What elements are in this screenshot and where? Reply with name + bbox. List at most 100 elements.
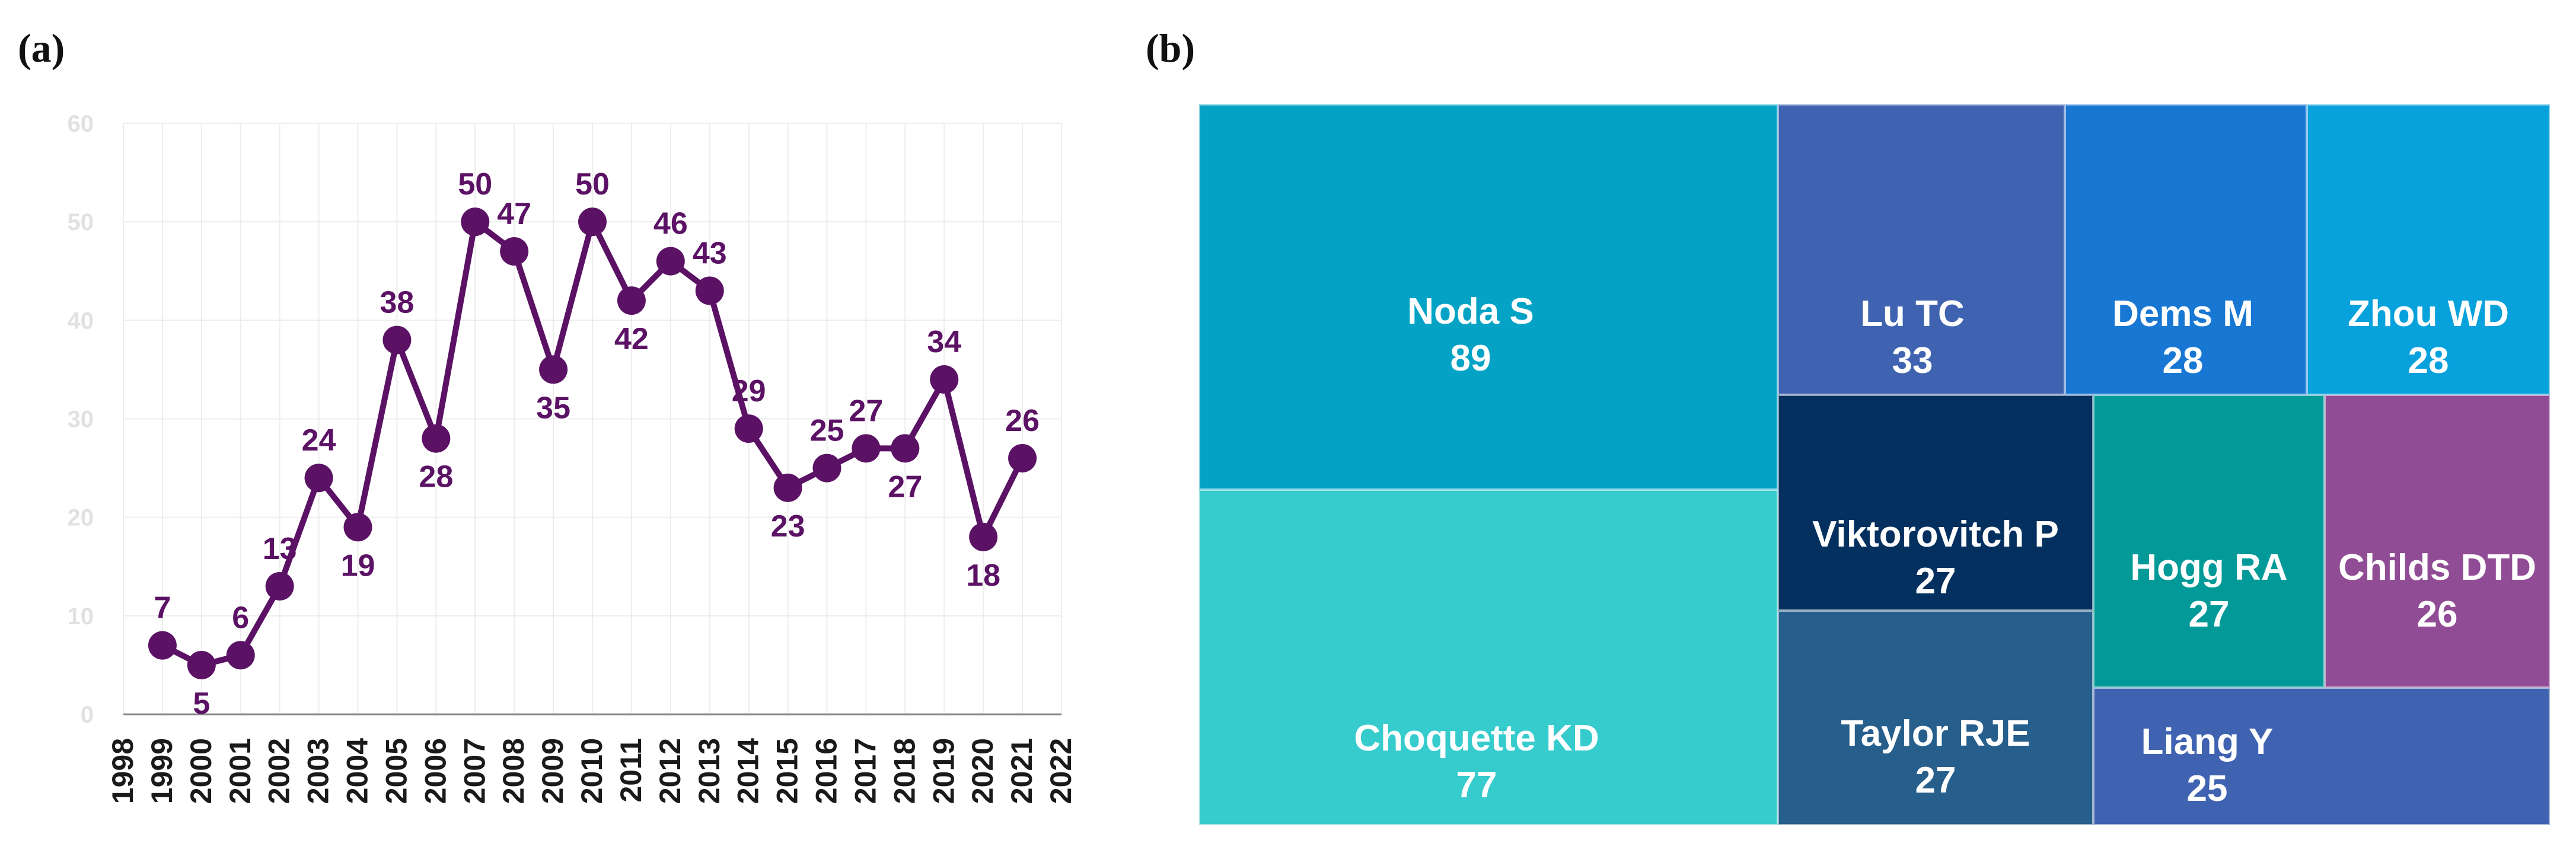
tile-name: Zhou WD <box>2347 293 2509 334</box>
x-tick-label: 2022 <box>1044 738 1077 804</box>
x-tick-label: 2016 <box>810 738 843 804</box>
data-label: 27 <box>888 469 922 504</box>
data-label: 23 <box>771 509 805 544</box>
tile-name: Hogg RA <box>2130 547 2288 588</box>
tile-value: 27 <box>1915 760 1956 801</box>
data-label: 18 <box>966 558 1000 593</box>
data-point <box>500 237 529 266</box>
data-point <box>891 434 920 463</box>
data-label: 13 <box>263 532 297 566</box>
data-point <box>656 247 685 276</box>
data-point <box>852 434 881 463</box>
data-label: 6 <box>232 601 249 635</box>
data-point <box>422 424 451 453</box>
tile-name: Dems M <box>2112 293 2253 334</box>
treemap-tile: Hogg RA 27 <box>2093 395 2325 688</box>
data-label: 38 <box>380 286 414 320</box>
tile-value: 27 <box>1915 561 1956 602</box>
treemap-tile: Noda S 89 <box>1199 104 1778 490</box>
treemap-tile: Lu TC 33 <box>1778 104 2065 395</box>
data-point <box>695 276 724 305</box>
treemap: Noda S 89 Choquette KD 77 Lu TC 33 Dems M 28… <box>1199 104 2550 825</box>
y-tick-label: 30 <box>68 407 94 433</box>
data-point <box>969 522 998 551</box>
tile-name: Noda S <box>1407 291 1534 332</box>
data-point <box>343 513 372 542</box>
tile-name: Lu TC <box>1860 293 1965 334</box>
data-label: 46 <box>653 207 688 241</box>
data-label: 5 <box>193 686 210 721</box>
x-tick-label: 2019 <box>927 738 960 804</box>
grid <box>123 123 1062 714</box>
data-label: 24 <box>302 423 336 458</box>
data-label: 26 <box>1005 404 1040 438</box>
x-tick-label: 2015 <box>771 738 804 804</box>
data-point <box>930 365 959 394</box>
tile-value: 27 <box>2188 594 2230 635</box>
data-label: 43 <box>693 236 727 270</box>
tile-name: Liang Y <box>2141 721 2274 762</box>
data-label: 34 <box>927 325 961 359</box>
x-tick-label: 2013 <box>693 738 726 804</box>
x-tick-label: 2007 <box>458 738 491 804</box>
tile-value: 28 <box>2162 340 2204 382</box>
y-tick-label: 0 <box>81 702 94 728</box>
data-point <box>578 207 607 237</box>
data-label: 7 <box>154 591 171 625</box>
data-label: 50 <box>575 167 610 202</box>
data-point <box>265 571 294 601</box>
data-point <box>539 355 568 384</box>
data-point <box>461 207 490 237</box>
x-tick-label: 2014 <box>732 738 765 804</box>
tile-name: Choquette KD <box>1354 718 1599 759</box>
x-tick-label: 1998 <box>106 738 139 804</box>
data-label: 27 <box>849 394 883 428</box>
x-tick-label: 2003 <box>302 738 335 804</box>
x-tick-label: 2021 <box>1005 738 1038 804</box>
treemap-tile: Liang Y 25 <box>2093 688 2550 825</box>
tile-value: 77 <box>1456 765 1497 806</box>
data-label: 29 <box>732 374 766 408</box>
x-tick-label: 2006 <box>419 738 452 804</box>
data-point <box>382 325 412 354</box>
data-point <box>734 414 763 443</box>
x-tick-label: 2002 <box>263 738 296 804</box>
panel-label-b: (b) <box>1146 25 1195 71</box>
data-label: 42 <box>614 322 649 356</box>
data-point <box>187 650 216 679</box>
x-tick-label: 2020 <box>966 738 999 804</box>
y-tick-label: 40 <box>68 308 94 334</box>
panel-label-a: (a) <box>18 25 65 71</box>
treemap-tile: Dems M 28 <box>2065 104 2307 395</box>
x-tick-label: 2001 <box>224 738 257 804</box>
x-tick-label: 2010 <box>575 738 608 804</box>
y-tick-label: 10 <box>68 603 94 630</box>
x-tick-label: 2008 <box>497 738 530 804</box>
data-label: 19 <box>341 548 375 583</box>
tile-name: Viktorovitch P <box>1812 514 2059 555</box>
series-publications <box>148 207 1037 679</box>
treemap-tile: Taylor RJE 27 <box>1778 611 2093 825</box>
treemap-tile: Viktorovitch P 27 <box>1778 395 2093 611</box>
y-tick-label: 60 <box>68 111 94 137</box>
tile-value: 89 <box>1450 338 1491 379</box>
x-tick-label: 2005 <box>380 738 413 804</box>
data-label: 25 <box>810 414 844 448</box>
treemap-tile: Childs DTD 26 <box>2325 395 2550 688</box>
x-tick-label: 2018 <box>888 738 921 804</box>
x-tick-label: 2004 <box>341 738 374 804</box>
x-tick-label: 2009 <box>536 738 569 804</box>
data-point <box>1008 443 1037 472</box>
data-label: 35 <box>536 391 570 425</box>
x-tick-label: 2012 <box>653 738 687 804</box>
tile-name: Taylor RJE <box>1841 713 2030 754</box>
x-tick-label: 2011 <box>614 738 648 802</box>
y-tick-label: 20 <box>68 505 94 531</box>
data-point <box>304 464 333 493</box>
data-label: 47 <box>497 197 531 231</box>
data-point <box>773 473 802 502</box>
tile-value: 28 <box>2408 340 2449 382</box>
data-point <box>226 641 255 670</box>
